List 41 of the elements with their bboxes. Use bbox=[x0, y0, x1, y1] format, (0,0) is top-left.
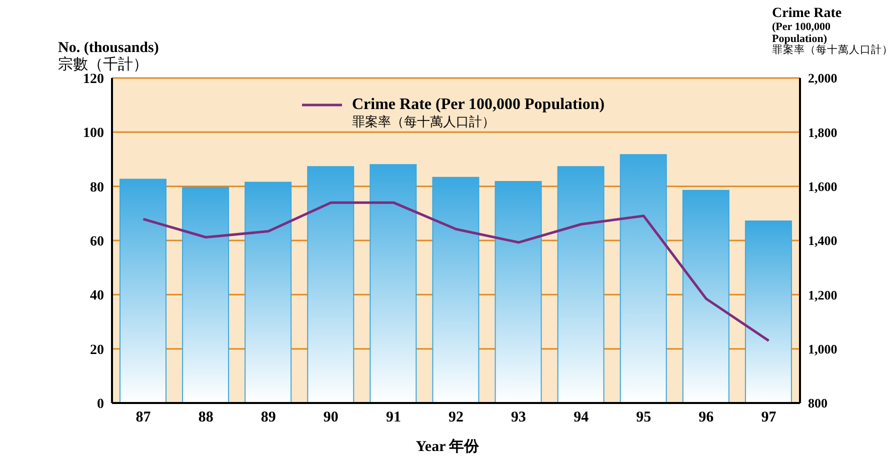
x-tick-label: 90 bbox=[323, 410, 338, 426]
x-tick-label: 88 bbox=[198, 410, 214, 426]
y2-tick-label: 1,000 bbox=[808, 341, 838, 356]
legend-label: Crime Rate (Per 100,000 Population) 罪案率（每十萬人口計） bbox=[352, 96, 605, 130]
x-tick-label: 96 bbox=[698, 410, 714, 426]
y-tick-label: 100 bbox=[83, 126, 104, 142]
x-tick-label: 91 bbox=[386, 410, 401, 426]
bar bbox=[370, 164, 417, 403]
y-tick-label: 80 bbox=[90, 180, 104, 196]
y2-tick-label: 1,400 bbox=[808, 233, 838, 248]
y2-tick-label: 1,200 bbox=[808, 287, 838, 302]
bar bbox=[557, 166, 604, 403]
y-tick-label: 40 bbox=[90, 288, 104, 304]
y2-tick-label: 2,000 bbox=[808, 70, 838, 86]
x-tick-label: 94 bbox=[574, 410, 590, 426]
bar bbox=[307, 166, 354, 403]
bar bbox=[744, 220, 792, 403]
bar bbox=[244, 182, 292, 403]
x-tick-label: 93 bbox=[511, 410, 526, 426]
x-tick-label: 89 bbox=[260, 410, 276, 426]
x-axis-title: Year 年份 bbox=[414, 438, 480, 456]
bar bbox=[120, 178, 166, 403]
x-tick-label: 95 bbox=[636, 410, 652, 426]
bar bbox=[182, 186, 230, 403]
y-axis-title: No. (thousands) 宗數（千計） bbox=[58, 40, 159, 74]
y2-tick-label: 800 bbox=[808, 396, 828, 411]
line-series bbox=[142, 201, 770, 342]
x-tick-label: 92 bbox=[448, 410, 464, 426]
y-tick-label: 20 bbox=[90, 342, 104, 358]
y-tick-label: 60 bbox=[90, 234, 104, 250]
y-tick-label: 120 bbox=[83, 72, 104, 87]
y2-tick-label: 1,800 bbox=[808, 124, 838, 140]
y-tick-label: 0 bbox=[97, 396, 104, 412]
y2-axis-title: Crime Rate (Per 100,000 Population) 罪案率（每十萬人口計） bbox=[772, 6, 893, 57]
x-tick-label: 87 bbox=[136, 410, 152, 426]
x-tick-label: 97 bbox=[761, 410, 777, 426]
y2-tick-label: 1,600 bbox=[808, 178, 838, 194]
bar bbox=[620, 154, 667, 403]
bar bbox=[494, 180, 542, 403]
bar bbox=[682, 190, 730, 403]
bar bbox=[432, 176, 480, 403]
